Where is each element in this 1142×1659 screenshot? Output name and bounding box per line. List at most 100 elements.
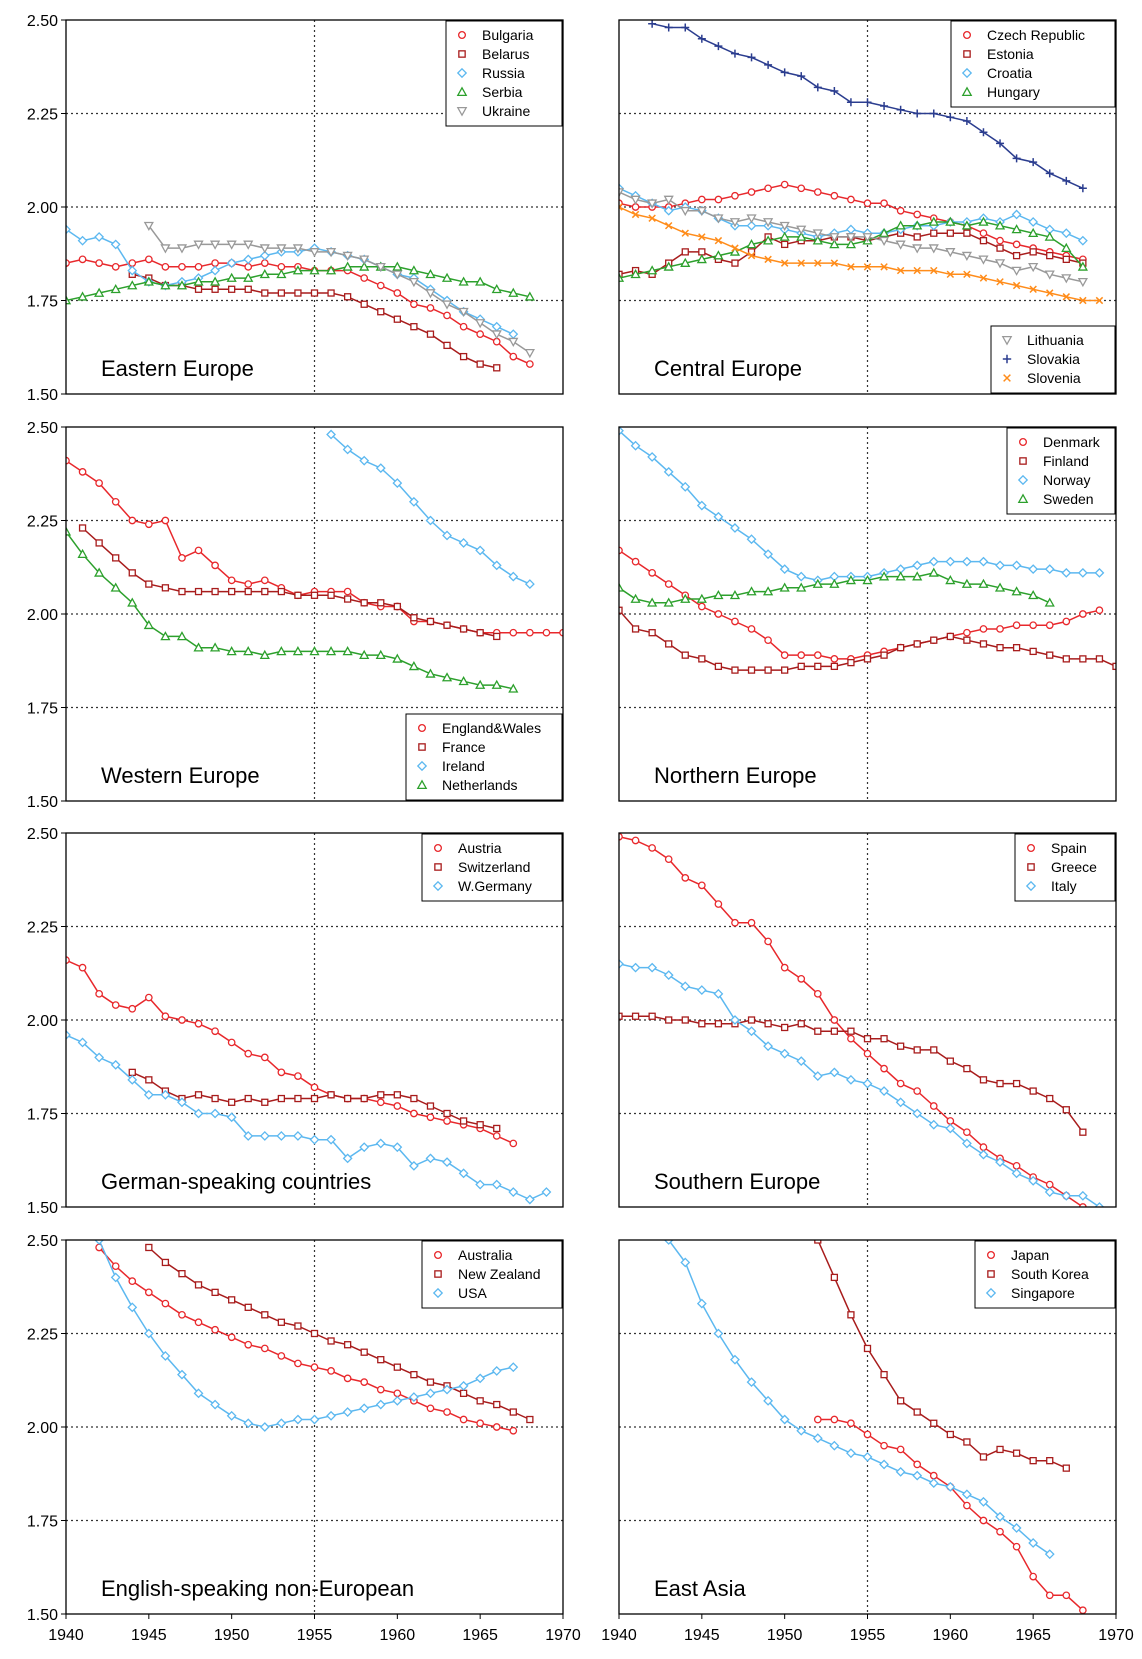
data-point bbox=[730, 1354, 740, 1365]
data-point bbox=[310, 591, 319, 599]
data-point bbox=[814, 1027, 822, 1035]
data-point bbox=[619, 203, 623, 211]
x-tick-label: 1955 bbox=[850, 1627, 886, 1644]
legend-label: South Korea bbox=[1011, 1266, 1089, 1282]
data-point bbox=[243, 254, 254, 265]
data-point bbox=[243, 1418, 254, 1429]
data-point bbox=[78, 468, 87, 476]
data-point bbox=[475, 679, 486, 689]
data-point bbox=[492, 1132, 501, 1140]
legend-marker bbox=[418, 743, 426, 751]
data-point bbox=[112, 554, 120, 562]
data-point bbox=[310, 1329, 319, 1338]
data-point bbox=[326, 429, 336, 440]
legend-box bbox=[405, 713, 563, 801]
data-point bbox=[408, 1392, 419, 1402]
data-point bbox=[458, 1380, 469, 1391]
x-tick-label: 1950 bbox=[214, 1627, 250, 1644]
data-point bbox=[161, 1012, 170, 1021]
data-point bbox=[408, 496, 419, 507]
data-point bbox=[663, 597, 674, 607]
legend-marker bbox=[456, 67, 468, 79]
data-point bbox=[127, 280, 138, 290]
data-point bbox=[408, 1160, 419, 1171]
data-point bbox=[375, 649, 386, 659]
panel-title: English-speaking non-European bbox=[101, 1576, 414, 1601]
data-point bbox=[77, 291, 88, 301]
data-point bbox=[746, 1026, 757, 1037]
data-point bbox=[78, 963, 87, 972]
data-point bbox=[912, 571, 923, 581]
data-point bbox=[1012, 281, 1021, 290]
data-point bbox=[830, 1027, 839, 1035]
series-line-england-wales bbox=[66, 460, 563, 634]
data-point bbox=[631, 836, 640, 845]
data-point bbox=[896, 644, 905, 652]
data-point bbox=[681, 874, 690, 882]
data-point bbox=[211, 1288, 219, 1297]
data-point bbox=[524, 579, 535, 589]
data-point bbox=[276, 268, 287, 279]
data-point bbox=[913, 640, 921, 648]
data-point bbox=[746, 534, 757, 545]
legend-marker bbox=[456, 106, 468, 117]
y-tick-label: 2.50 bbox=[27, 1233, 58, 1250]
panel-title: Southern Europe bbox=[654, 1169, 820, 1194]
data-point bbox=[714, 42, 723, 51]
legend-top-right: Australia New Zealand USA bbox=[421, 1240, 563, 1309]
data-point bbox=[259, 1131, 270, 1141]
data-point bbox=[441, 300, 453, 310]
data-point bbox=[128, 516, 137, 525]
data-point bbox=[260, 259, 269, 267]
data-point bbox=[244, 580, 253, 588]
data-point bbox=[491, 1179, 502, 1190]
data-point bbox=[863, 1430, 872, 1439]
data-point bbox=[393, 1102, 402, 1110]
data-point bbox=[66, 224, 71, 235]
data-point bbox=[244, 1340, 253, 1349]
data-point bbox=[310, 289, 319, 297]
panel-german-speaking-countries: 1.50 1.75 2.00 2.25 2.50 German-speaking coun… bbox=[27, 826, 564, 1217]
data-point bbox=[619, 1012, 623, 1020]
data-point bbox=[261, 587, 269, 596]
data-point bbox=[630, 962, 641, 973]
data-point bbox=[979, 229, 988, 238]
data-point bbox=[1028, 217, 1039, 227]
data-point bbox=[680, 1257, 691, 1268]
x-tick-label: 1970 bbox=[545, 1627, 581, 1644]
legend-marker bbox=[432, 1287, 444, 1299]
data-point bbox=[143, 1328, 154, 1339]
data-point bbox=[1046, 1457, 1054, 1465]
data-point bbox=[619, 188, 625, 198]
data-point bbox=[425, 268, 436, 279]
data-point bbox=[360, 1378, 369, 1386]
data-point bbox=[780, 180, 789, 189]
data-point bbox=[731, 259, 739, 267]
legend-label: Croatia bbox=[987, 65, 1032, 81]
panel-eastern-europe: 1.50 1.75 2.00 2.25 2.50 Eastern Europe Bulgar… bbox=[27, 13, 564, 404]
data-point bbox=[276, 1131, 287, 1141]
data-point bbox=[78, 255, 87, 264]
data-point bbox=[946, 1117, 955, 1125]
data-point bbox=[1061, 567, 1072, 578]
data-point bbox=[145, 580, 153, 588]
data-point bbox=[210, 1399, 221, 1410]
legend-label: USA bbox=[458, 1285, 487, 1301]
data-point bbox=[393, 1091, 401, 1099]
y-tick-label: 1.75 bbox=[27, 1107, 58, 1124]
data-point bbox=[979, 128, 988, 137]
data-point bbox=[194, 546, 203, 555]
data-point bbox=[996, 644, 1004, 652]
data-point bbox=[226, 1410, 237, 1421]
series-line-singapore bbox=[668, 1240, 1051, 1555]
data-point bbox=[713, 214, 724, 224]
series-italy bbox=[619, 958, 1105, 1207]
data-point bbox=[475, 1373, 486, 1384]
data-point bbox=[880, 1035, 888, 1043]
data-point bbox=[359, 261, 370, 271]
data-point bbox=[996, 139, 1005, 148]
y-tick-label: 2.00 bbox=[27, 1013, 58, 1030]
data-point bbox=[963, 229, 971, 237]
legend-label: Bulgaria bbox=[482, 27, 534, 43]
data-point bbox=[393, 1363, 401, 1371]
